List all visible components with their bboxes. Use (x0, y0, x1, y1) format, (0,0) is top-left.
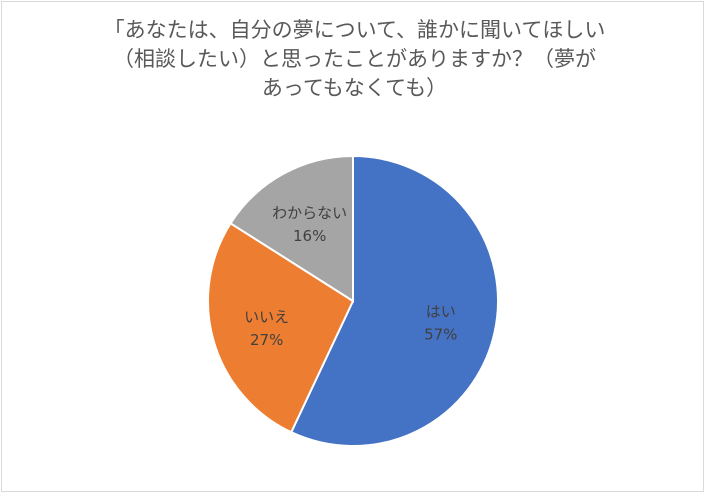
chart-title-line-2: （相談したい）と思ったことがありますか？（夢が (113, 47, 596, 71)
slice-value-label-1: 57% (424, 326, 457, 344)
pie-slices (207, 154, 499, 447)
slice-category-label-1: はい (426, 303, 456, 321)
slice-value-label-3: 16% (293, 227, 326, 245)
chart-title-line-3: あってもなくても） (261, 76, 448, 100)
pie-labels: はい 57% いいえ 27% わからない 16% (244, 204, 457, 349)
slice-category-label-2: いいえ (244, 308, 289, 326)
pie-slice-1 (289, 154, 499, 447)
pie-slice-2 (207, 221, 355, 434)
pie-slice-3 (229, 154, 354, 303)
slice-category-label-3: わからない (272, 204, 347, 222)
slice-value-label-2: 27% (250, 331, 283, 349)
chart-title: 「あなたは、自分の夢について、誰かに聞いてほしい （相談したい）と思ったことがあ… (2, 16, 707, 103)
chart-title-line-1: 「あなたは、自分の夢について、誰かに聞いてほしい (103, 18, 606, 42)
